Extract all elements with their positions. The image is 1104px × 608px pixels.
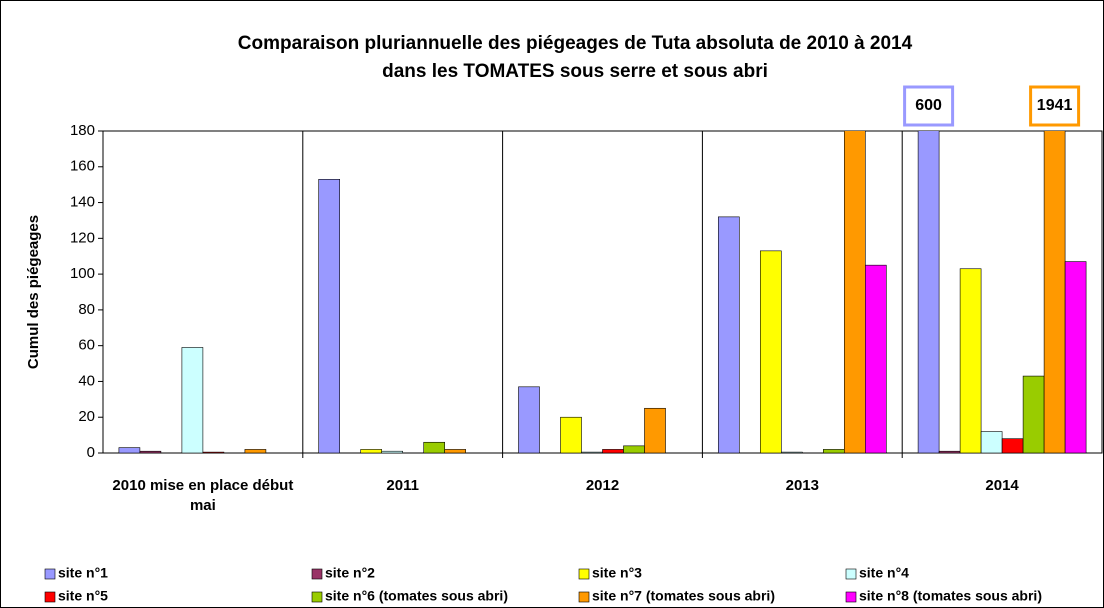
bar [780, 451, 803, 453]
bar [381, 450, 404, 453]
bar [1001, 438, 1024, 453]
bar [959, 268, 982, 453]
legend-swatch [44, 568, 56, 580]
y-tick-label: 100 [70, 265, 95, 282]
bar [644, 407, 666, 453]
legend-label: site n°5 [58, 588, 108, 604]
y-tick-label: 140 [70, 194, 95, 211]
bar [1064, 261, 1087, 453]
legend-swatch [578, 591, 590, 603]
legend-swatch [845, 591, 857, 603]
value-label: 600 [915, 97, 942, 114]
bar [1022, 375, 1045, 453]
chart-title: Comparaison pluriannuelle des piégeages … [238, 33, 913, 54]
legend-label: site n°6 (tomates sous abri) [325, 588, 508, 604]
value-label-box [903, 85, 955, 127]
bar [717, 216, 740, 453]
bar [822, 449, 845, 453]
bar [181, 347, 204, 453]
bar [623, 445, 645, 453]
legend-label: site n°8 (tomates sous abri) [859, 588, 1042, 604]
legend-label: site n°4 [859, 565, 909, 581]
legend-label: site n°1 [58, 565, 108, 581]
bar [518, 386, 540, 453]
bar [1043, 131, 1066, 453]
value-label: 1941 [1037, 97, 1073, 114]
bar [423, 441, 446, 453]
y-tick-label: 40 [78, 372, 95, 389]
bar [843, 131, 866, 453]
bar [560, 416, 582, 453]
bar [318, 179, 341, 453]
y-tick-label: 160 [70, 158, 95, 175]
y-tick-label: 20 [78, 408, 95, 425]
bar [139, 450, 162, 453]
y-tick-label: 60 [78, 337, 95, 354]
x-tick-label: 2010 mise en place début mai [112, 477, 294, 514]
x-tick-label: 2012 [585, 477, 620, 494]
bar [864, 264, 887, 453]
bar [444, 449, 467, 453]
bar [360, 449, 383, 453]
bar [581, 451, 603, 453]
legend-swatch [845, 568, 857, 580]
legend-label: site n°7 (tomates sous abri) [592, 588, 775, 604]
legend-swatch [311, 568, 323, 580]
x-tick-label: 2014 [985, 477, 1019, 494]
x-tick-label: 2013 [785, 477, 819, 494]
value-label-box [1029, 85, 1081, 127]
chart-subtitle: dans les TOMATES sous serre et sous abri [382, 61, 768, 82]
bars [118, 131, 1087, 453]
bar [938, 450, 961, 453]
legend-label: site n°3 [592, 565, 642, 581]
legend-swatch [311, 591, 323, 603]
y-tick-label: 120 [70, 229, 95, 246]
bar [980, 431, 1003, 453]
x-tick-label: 2011 [386, 477, 419, 494]
bar [118, 447, 141, 453]
bar [202, 451, 225, 453]
bar [244, 449, 267, 453]
y-tick-label: 0 [87, 444, 95, 461]
y-axis-title: Cumul des piégeages [25, 215, 42, 369]
bar [602, 449, 624, 453]
legend-swatch [578, 568, 590, 580]
legend-swatch [44, 591, 56, 603]
y-tick-label: 180 [70, 122, 95, 139]
bar [917, 131, 940, 453]
y-tick-label: 80 [78, 301, 95, 318]
legend-label: site n°2 [325, 565, 375, 581]
bar [759, 250, 782, 453]
